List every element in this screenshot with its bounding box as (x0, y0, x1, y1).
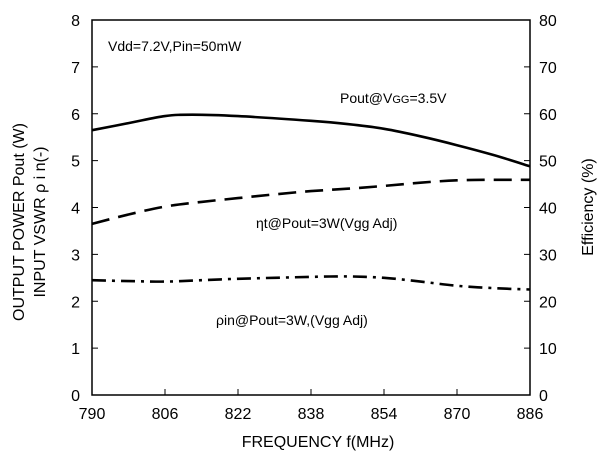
x-axis-label: FREQUENCY f(MHz) (242, 434, 395, 451)
condition-label: Vdd=7.2V,Pin=50mW (108, 38, 242, 54)
x-tick-label: 854 (371, 406, 398, 423)
pout-line (91, 113, 531, 168)
vswr-line (91, 275, 531, 291)
y-tick-label-left: 0 (71, 388, 80, 405)
x-tick-label: 886 (517, 406, 544, 423)
y-tick-label-right: 20 (539, 294, 557, 311)
y-tick-label-right: 50 (539, 154, 557, 171)
y-axis-label-left-line2: INPUT VSWR ρ i n(-) (32, 146, 49, 297)
y-tick-label-left: 3 (71, 247, 80, 264)
y-tick-label-right: 70 (539, 60, 557, 77)
x-tick-label: 870 (444, 406, 471, 423)
y-tick-label-left: 6 (71, 107, 80, 124)
pout-annotation-tail: =3.5V (409, 90, 447, 106)
x-tick-label: 822 (225, 406, 252, 423)
series-group (91, 113, 531, 291)
y-axis-label-left-line1: OUTPUT POWER Pout (W) (11, 123, 28, 321)
y-tick-label-right: 80 (539, 13, 557, 30)
y-tick-label-left: 4 (71, 201, 80, 218)
y-tick-label-left: 2 (71, 294, 80, 311)
pout-annotation-main: Pout@V (340, 90, 393, 106)
y-tick-label-right: 30 (539, 247, 557, 264)
tick-group (91, 19, 531, 396)
efficiency-annotation: ηt@Pout=3W(Vgg Adj) (256, 215, 397, 231)
pout-annotation: Pout@VGG=3.5V (340, 90, 447, 106)
x-tick-label: 806 (152, 406, 179, 423)
tick-label-group: 790 806 822 838 854 870 8860123456780102030405… (71, 13, 557, 423)
y-tick-label-right: 40 (539, 201, 557, 218)
y-axis-label-right: Efficiency (%) (580, 158, 597, 256)
y-tick-label-left: 1 (71, 341, 80, 358)
y-tick-label-left: 5 (71, 154, 80, 171)
vswr-annotation: ρin@Pout=3W,(Vgg Adj) (216, 312, 368, 328)
x-tick-label: 838 (298, 406, 325, 423)
y-tick-label-left: 7 (71, 60, 80, 77)
y-tick-label-right: 0 (539, 388, 548, 405)
x-tick-label: 790 (79, 406, 106, 423)
pout-annotation-sub: GG (392, 94, 409, 106)
efficiency-line (91, 178, 530, 226)
y-tick-label-right: 60 (539, 107, 557, 124)
y-tick-label-right: 10 (539, 341, 557, 358)
y-tick-label-left: 8 (71, 13, 80, 30)
